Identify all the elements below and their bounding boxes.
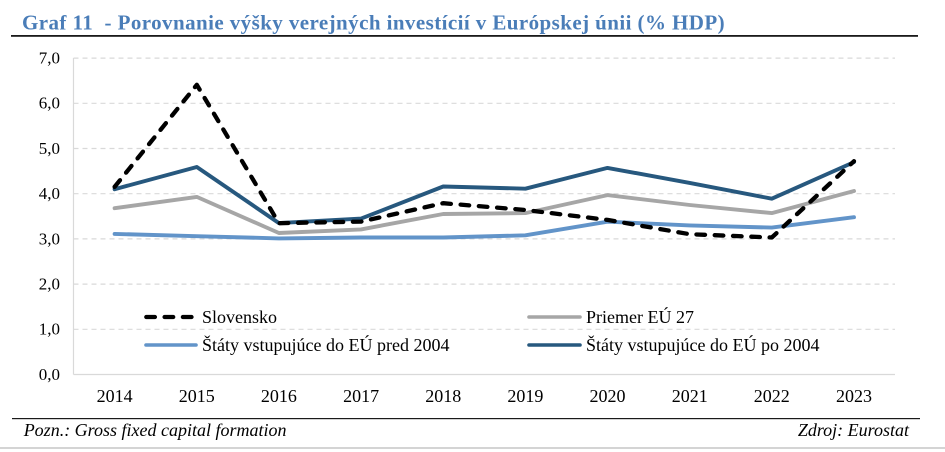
svg-text:Štáty vstupujúce do EÚ pred 20: Štáty vstupujúce do EÚ pred 2004: [202, 334, 449, 355]
svg-text:3,0: 3,0: [39, 229, 60, 248]
svg-text:Štáty vstupujúce do EÚ po 2004: Štáty vstupujúce do EÚ po 2004: [586, 334, 819, 355]
svg-text:2015: 2015: [179, 386, 215, 406]
svg-text:2,0: 2,0: [39, 275, 60, 294]
svg-text:Priemer EÚ 27: Priemer EÚ 27: [586, 306, 694, 327]
svg-text:2020: 2020: [590, 386, 626, 406]
svg-text:5,0: 5,0: [39, 139, 60, 158]
svg-text:2021: 2021: [672, 386, 708, 406]
svg-text:2019: 2019: [507, 386, 543, 406]
svg-text:4,0: 4,0: [39, 184, 60, 203]
svg-text:7,0: 7,0: [39, 49, 60, 68]
svg-text:Pozn.: Gross fixed capital for: Pozn.: Gross fixed capital formation: [23, 420, 287, 440]
svg-text:1,0: 1,0: [39, 320, 60, 339]
svg-text:6,0: 6,0: [39, 94, 60, 113]
svg-text:2022: 2022: [754, 386, 790, 406]
svg-text:2017: 2017: [343, 386, 379, 406]
svg-text:2016: 2016: [261, 386, 297, 406]
svg-text:2014: 2014: [97, 386, 133, 406]
svg-text:Zdroj: Eurostat: Zdroj: Eurostat: [798, 420, 910, 440]
svg-text:2023: 2023: [836, 386, 872, 406]
svg-text:Graf 11 - Porovnanie výšky ve: Graf 11 - Porovnanie výšky verejných inv…: [22, 11, 725, 35]
svg-text:Slovensko: Slovensko: [202, 307, 277, 327]
svg-text:2018: 2018: [425, 386, 461, 406]
svg-text:0,0: 0,0: [39, 365, 60, 384]
